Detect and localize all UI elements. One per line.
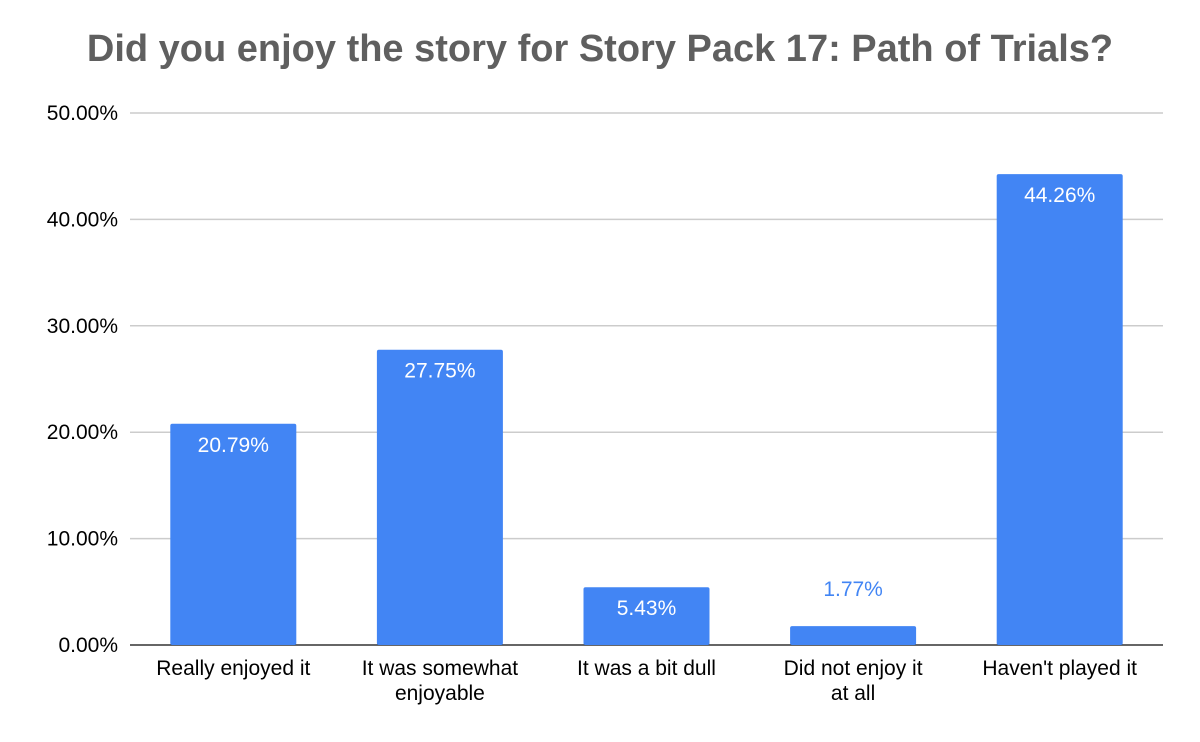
y-tick-label: 30.00% xyxy=(47,315,118,338)
y-tick-label: 0.00% xyxy=(58,634,118,657)
y-tick-label: 40.00% xyxy=(47,208,118,231)
x-tick-label-line: Haven't played it xyxy=(982,657,1137,680)
x-tick-label: Haven't played it xyxy=(982,657,1137,680)
bar xyxy=(996,174,1123,645)
bar xyxy=(376,349,503,645)
x-tick-label-line: enjoyable xyxy=(395,682,485,705)
y-axis-ticks: 0.00% 10.00% 20.00% 30.00% 40.00% 50.00% xyxy=(47,102,118,657)
data-label: 20.79% xyxy=(198,434,269,457)
x-tick-label-line: Really enjoyed it xyxy=(156,657,310,680)
y-tick-label: 10.00% xyxy=(47,528,118,551)
data-label: 1.77% xyxy=(823,578,883,601)
data-label: 5.43% xyxy=(617,597,677,620)
x-tick-label-line: at all xyxy=(831,682,875,705)
bar xyxy=(790,626,917,645)
bars xyxy=(170,174,1123,645)
data-label: 27.75% xyxy=(404,360,475,383)
x-tick-label: It was a bit dull xyxy=(577,657,716,680)
x-axis-ticks: Really enjoyed it It was somewhat enjoyabl… xyxy=(156,657,1137,705)
x-tick-label-line: It was a bit dull xyxy=(577,657,716,680)
bar xyxy=(583,587,710,645)
x-tick-label-line: Did not enjoy it xyxy=(784,657,923,680)
x-tick-label: Did not enjoy it at all xyxy=(784,657,923,705)
bar xyxy=(170,423,297,645)
y-tick-label: 20.00% xyxy=(47,421,118,444)
x-tick-label-line: It was somewhat xyxy=(362,657,519,680)
data-labels: 20.79% 27.75% 5.43% 1.77% 44.26% xyxy=(198,184,1096,620)
y-tick-label: 50.00% xyxy=(47,102,118,125)
data-label: 44.26% xyxy=(1024,184,1095,207)
chart-title: Did you enjoy the story for Story Pack 1… xyxy=(86,28,1114,70)
x-tick-label: It was somewhat enjoyable xyxy=(362,657,519,705)
x-tick-label: Really enjoyed it xyxy=(156,657,310,680)
